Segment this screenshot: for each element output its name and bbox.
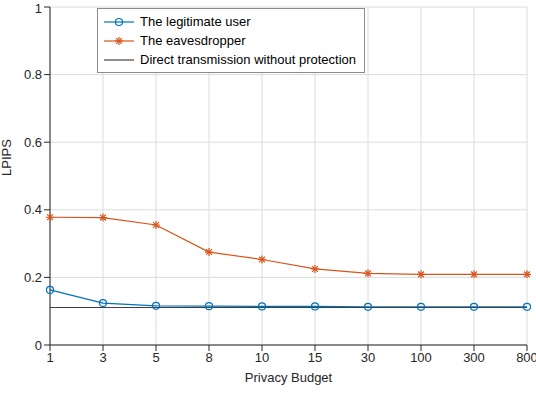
svg-text:30: 30 xyxy=(361,350,375,365)
html-text:The eavesdropper: The eavesdropper xyxy=(140,33,246,48)
svg-text:0: 0 xyxy=(35,338,42,353)
svg-text:100: 100 xyxy=(410,350,432,365)
svg-text:3: 3 xyxy=(99,350,106,365)
svg-text:Privacy Budget: Privacy Budget xyxy=(245,370,333,385)
svg-text:0.6: 0.6 xyxy=(24,135,42,150)
svg-text:5: 5 xyxy=(152,350,159,365)
svg-text:LPIPS: LPIPS xyxy=(8,139,14,176)
svg-text:1: 1 xyxy=(46,350,53,365)
svg-text:0.4: 0.4 xyxy=(24,202,42,217)
svg-text:800: 800 xyxy=(516,350,528,365)
svg-text:0.2: 0.2 xyxy=(24,270,42,285)
svg-text:1: 1 xyxy=(35,1,42,16)
svg-text:10: 10 xyxy=(255,350,269,365)
html-text:Direct transmission without pr: Direct transmission without protection xyxy=(140,52,356,67)
svg-text:8: 8 xyxy=(205,350,212,365)
svg-text:0.8: 0.8 xyxy=(24,67,42,82)
svg-text:15: 15 xyxy=(308,350,322,365)
html-text:The legitimate user: The legitimate user xyxy=(140,14,251,29)
svg-text:300: 300 xyxy=(463,350,485,365)
